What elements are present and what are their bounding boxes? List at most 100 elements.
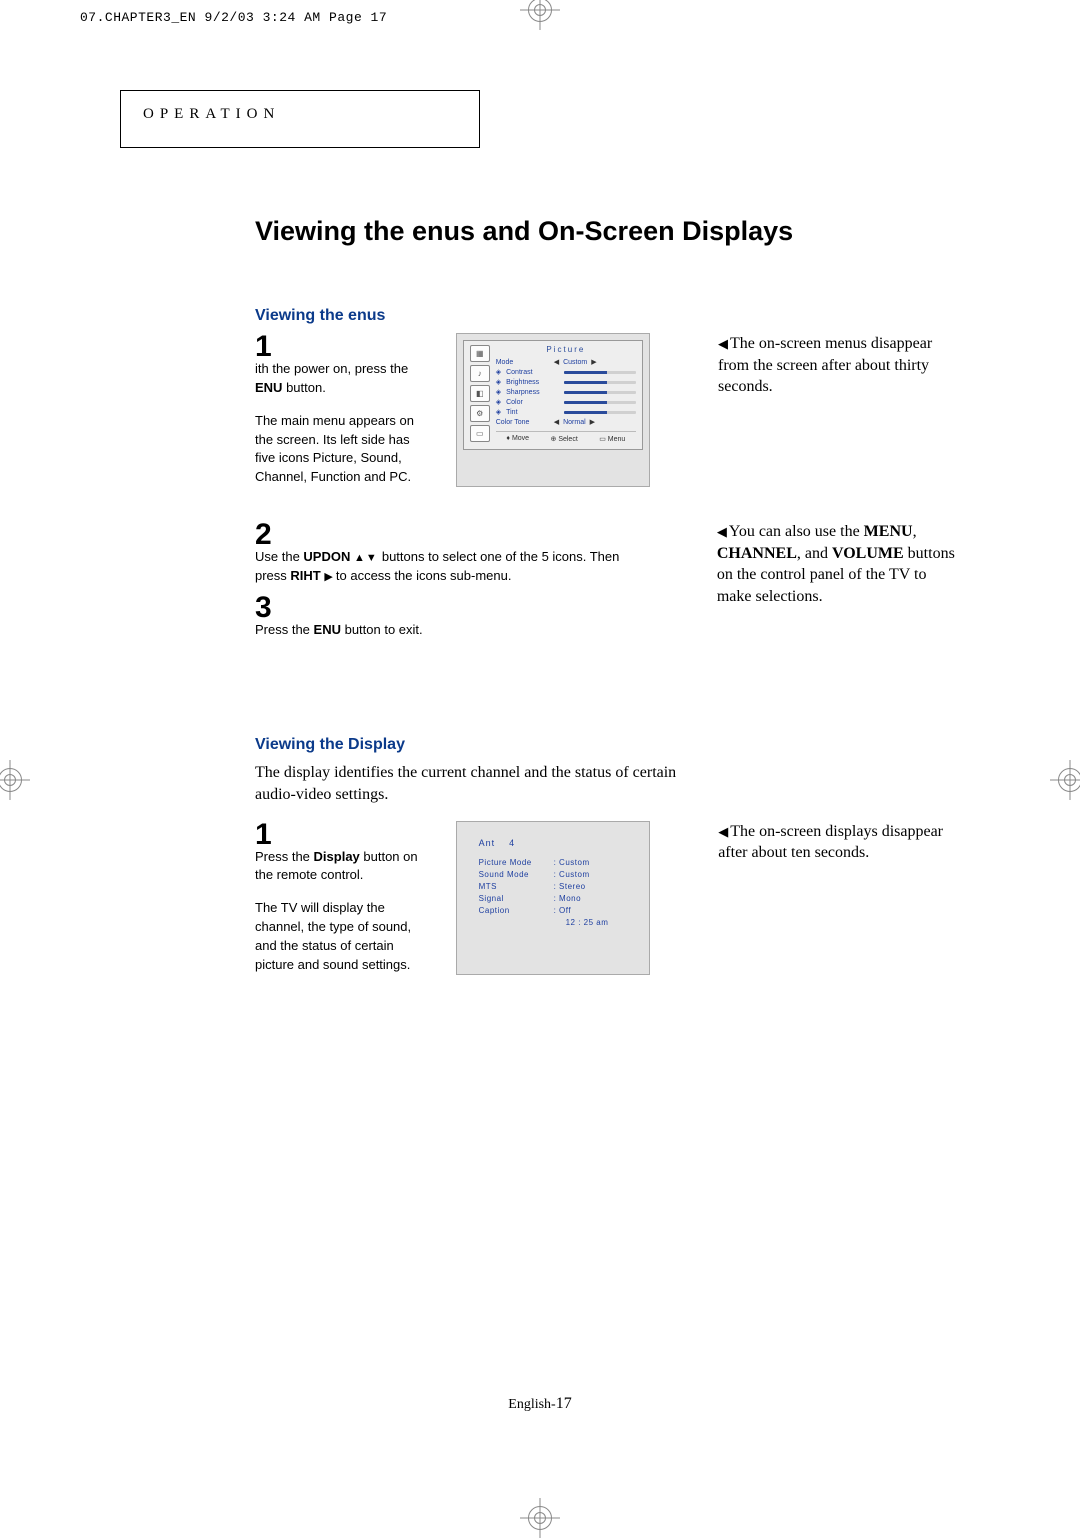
note2-a: You can also use the (729, 523, 864, 540)
osd2-v2: Stereo (554, 882, 586, 894)
step1-text-b: button. (282, 380, 325, 395)
page-title: Viewing the enus and On-Screen Displays (255, 216, 960, 247)
osd2-v3: Mono (554, 894, 581, 906)
step1-paragraph2: The main menu appears on the screen. Its… (255, 412, 428, 487)
osd-tab-strip: ▦ ♪ ◧ ⚙ ▭ (470, 345, 490, 443)
page-content: OPERATION Viewing the enus and On-Screen… (120, 90, 960, 1413)
print-header: 07.CHAPTER3_EN 9/2/03 3:24 AM Page 17 (80, 10, 387, 25)
step-number-2: 2 (255, 521, 627, 548)
section-label-display: Viewing the Display (255, 736, 960, 754)
step1-menu-label: ENU (255, 380, 282, 395)
triangle-up-down-icon: ▲▼ (354, 552, 382, 564)
page-footer: English-17 (120, 1395, 960, 1413)
osd-value-colortone: Normal (563, 419, 586, 426)
step-1-menus: 1 ith the power on, press the ENU button… (255, 333, 428, 487)
osd-label-color: Color (506, 399, 560, 406)
triangle-left-icon: ◀ (718, 336, 728, 351)
osd2-k2: MTS (479, 882, 554, 894)
step-number-3: 3 (255, 594, 627, 621)
osd-footer-move: Move (512, 435, 529, 442)
osd-label-sharpness: Sharpness (506, 389, 560, 396)
step3-a: Press the (255, 622, 314, 637)
step-2-menus: 2 Use the UPDON ▲▼ buttons to select one… (255, 521, 627, 640)
dstep1-p2: The TV will display the channel, the typ… (255, 899, 428, 974)
osd-tab-function-icon: ⚙ (470, 405, 490, 422)
note2-volume: VOLUME (832, 545, 904, 562)
note-menus-2: ◀You can also use the MENU, CHANNEL, and… (717, 521, 960, 640)
step3-menu: ENU (314, 622, 341, 637)
dnote1-text: The on-screen displays disappear after a… (718, 823, 943, 862)
step2-updown: UPDON (303, 549, 350, 564)
osd2-row-mts: MTSStereo (479, 882, 640, 894)
osd-row-brightness: ◈Brightness (496, 377, 636, 387)
osd-row-tint: ◈Tint (496, 407, 636, 417)
osd-row-mode: Mode ◀Custom▶ (496, 357, 636, 367)
osd-row-color: ◈Color (496, 397, 636, 407)
osd-display-info: Ant 4 Picture ModeCustom Sound ModeCusto… (456, 821, 651, 975)
step1-text-a: ith the power on, press the (255, 361, 408, 376)
note2-channel: CHANNEL (717, 545, 797, 562)
note-menus-1: ◀The on-screen menus disappear from the … (718, 333, 960, 487)
osd2-v4: Off (554, 906, 571, 918)
step2-right: RIHT (290, 568, 320, 583)
dstep1-disp: Display (314, 849, 360, 864)
step-number-1-display: 1 (255, 821, 428, 848)
step-number-1: 1 (255, 333, 428, 360)
crop-mark-left (0, 760, 30, 800)
osd2-v0: Custom (554, 858, 590, 870)
step3-b: button to exit. (341, 622, 423, 637)
step2-a: Use the (255, 549, 303, 564)
osd2-time: 12 : 25 am (566, 918, 640, 930)
note-display-1: ◀The on-screen displays disappear after … (718, 821, 960, 975)
osd2-row-signal: SignalMono (479, 894, 640, 906)
triangle-left-icon: ◀ (717, 524, 727, 539)
osd2-row-sound: Sound ModeCustom (479, 870, 640, 882)
osd2-k3: Signal (479, 894, 554, 906)
osd-footer: ♦ Move ⊕ Select ▭ Menu (496, 431, 636, 443)
osd-label-brightness: Brightness (506, 379, 560, 386)
osd-tab-pc-icon: ▭ (470, 425, 490, 442)
note2-c: , and (797, 545, 832, 562)
osd2-v1: Custom (554, 870, 590, 882)
osd-row-colortone: Color Tone ◀Normal▶ (496, 417, 636, 427)
osd-footer-select: Select (558, 436, 577, 443)
step-1-display: 1 Press the Display button on the remote… (255, 821, 428, 975)
osd-value-mode: Custom (563, 359, 587, 366)
osd-footer-menu: Menu (608, 436, 626, 443)
osd-label-contrast: Contrast (506, 369, 560, 376)
osd-label-mode: Mode (496, 359, 550, 366)
osd-row-sharpness: ◈Sharpness (496, 387, 636, 397)
dstep1-a: Press the (255, 849, 314, 864)
note2-b: , (913, 523, 917, 540)
osd2-header: Ant 4 (479, 838, 640, 848)
crop-mark-bottom (520, 1498, 560, 1538)
triangle-left-icon: ◀ (718, 824, 728, 839)
triangle-right-icon: ▶ (324, 571, 336, 583)
step2-c: to access the icons sub-menu. (336, 568, 512, 583)
osd-tab-picture-icon: ▦ (470, 345, 490, 362)
osd-tab-sound-icon: ♪ (470, 365, 490, 382)
osd2-list: Picture ModeCustom Sound ModeCustom MTSS… (479, 858, 640, 930)
osd-label-colortone: Color Tone (496, 419, 550, 426)
osd-tab-channel-icon: ◧ (470, 385, 490, 402)
section-tab-label: OPERATION (143, 106, 280, 122)
osd2-row-caption: CaptionOff (479, 906, 640, 918)
osd2-k0: Picture Mode (479, 858, 554, 870)
footer-page-number: 17 (556, 1395, 572, 1412)
osd2-ant-label: Ant (479, 838, 496, 848)
osd-label-tint: Tint (506, 409, 560, 416)
osd2-ant-value: 4 (509, 838, 515, 848)
osd2-row-picture: Picture ModeCustom (479, 858, 640, 870)
osd-picture-menu: ▦ ♪ ◧ ⚙ ▭ Picture Mode ◀Custom▶ ◈Contras… (456, 333, 650, 487)
note2-menu: MENU (864, 523, 913, 540)
note1-text: The on-screen menus disappear from the s… (718, 335, 932, 395)
crop-mark-right (1050, 760, 1080, 800)
osd2-k1: Sound Mode (479, 870, 554, 882)
crop-mark-top (520, 0, 560, 30)
osd-title: Picture (496, 345, 636, 354)
osd-row-contrast: ◈Contrast (496, 367, 636, 377)
section-label-menus: Viewing the enus (255, 307, 960, 325)
footer-label: English- (508, 1397, 555, 1412)
display-intro: The display identifies the current chann… (255, 762, 685, 807)
section-tab-box: OPERATION (120, 90, 480, 148)
